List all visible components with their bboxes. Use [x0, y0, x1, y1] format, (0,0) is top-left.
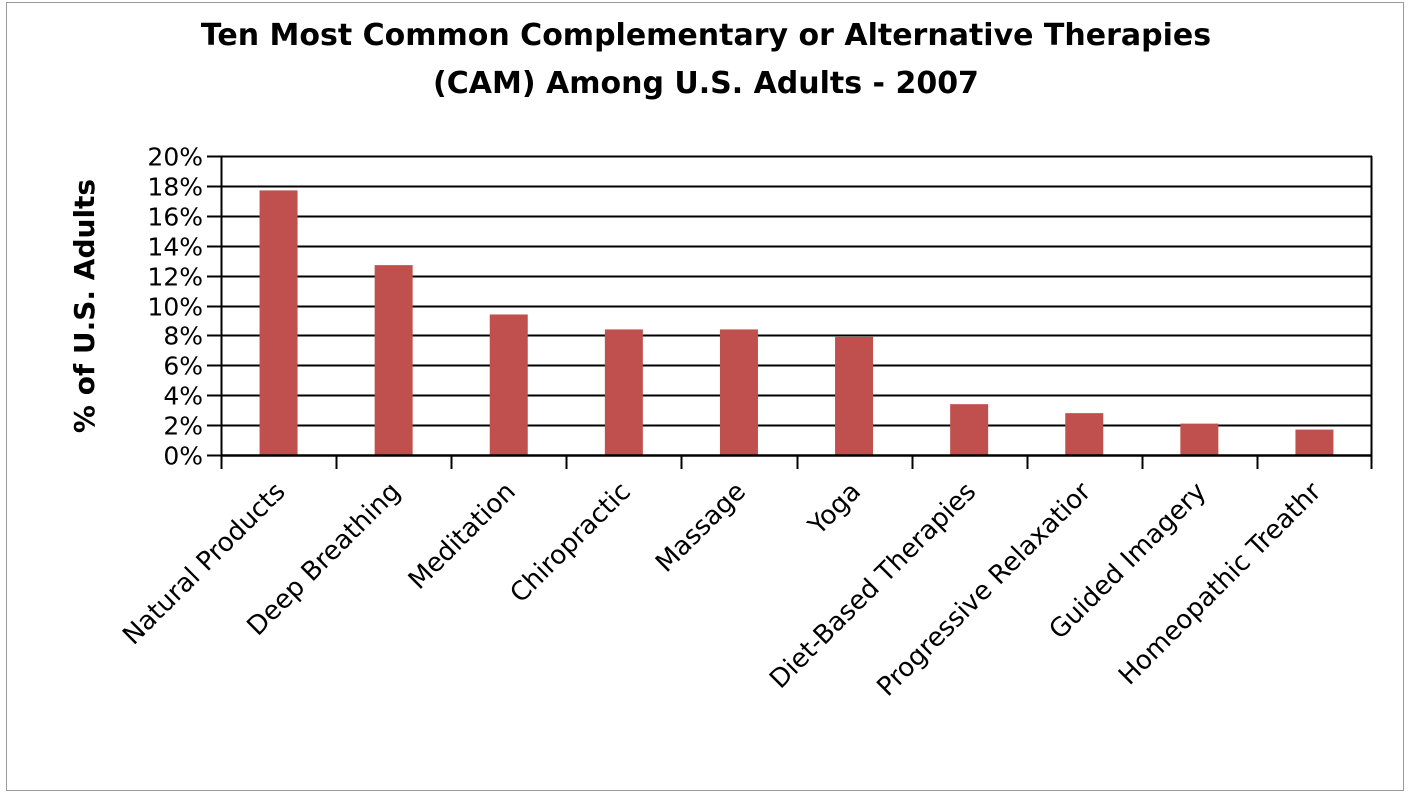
y-tick-label: 18%	[147, 173, 203, 202]
x-tick-label: Yoga	[802, 477, 867, 542]
y-tick-label: 20%	[147, 143, 203, 172]
x-tick-label: Meditation	[403, 477, 522, 596]
chart-title-line-1: Ten Most Common Complementary or Alterna…	[200, 18, 1212, 53]
y-tick-label: 2%	[163, 412, 203, 441]
y-tick-label: 8%	[163, 322, 203, 351]
bar	[835, 336, 874, 455]
y-tick-label: 12%	[147, 263, 203, 292]
y-tick-labels: 0%2%4%6%8%10%12%14%16%18%20%	[147, 143, 203, 471]
x-tick-label: Homeopathic Treathr	[1113, 477, 1328, 692]
bar	[374, 265, 413, 455]
bar	[1295, 429, 1334, 455]
bar	[259, 190, 298, 455]
x-tick-label: Progressive Relaxatior	[871, 477, 1097, 703]
x-tick-label: Massage	[650, 477, 752, 579]
chart-title-line-2: (CAM) Among U.S. Adults - 2007	[433, 66, 979, 101]
x-tick-label: Chiropractic	[505, 477, 637, 609]
bars	[259, 190, 1334, 455]
y-tick-label: 4%	[163, 382, 203, 411]
bar	[950, 404, 989, 455]
y-tick-label: 14%	[147, 233, 203, 262]
bar	[489, 314, 528, 455]
bar	[1065, 413, 1104, 455]
bar	[604, 329, 643, 455]
y-axis-label: % of U.S. Adults	[68, 179, 101, 433]
axes	[220, 156, 1373, 469]
y-tick-label: 16%	[147, 203, 203, 232]
chart-title: Ten Most Common Complementary or Alterna…	[0, 12, 1412, 108]
y-tick-label: 10%	[147, 293, 203, 322]
y-tick-label: 6%	[163, 352, 203, 381]
y-tick-label: 0%	[163, 442, 203, 471]
x-tick-label: Diet-Based Therapies	[764, 477, 982, 695]
bar	[1180, 423, 1219, 455]
bar	[719, 329, 758, 455]
